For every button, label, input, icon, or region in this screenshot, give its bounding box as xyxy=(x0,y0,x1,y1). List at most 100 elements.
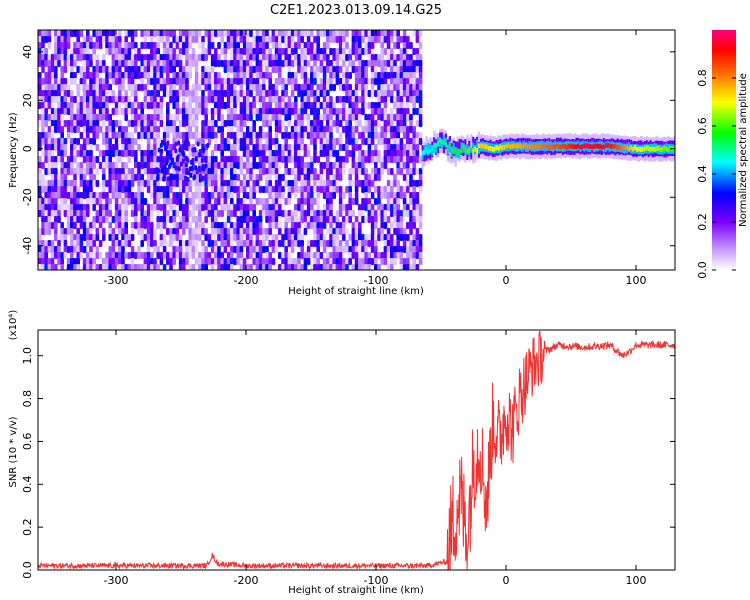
spectrogram-cell xyxy=(172,78,176,85)
spectrogram-cell xyxy=(242,240,247,247)
spectrogram-cell xyxy=(92,108,96,115)
spectrogram-cell xyxy=(118,84,122,91)
spectrogram-cell xyxy=(393,174,397,181)
spectrogram-cell xyxy=(354,78,359,85)
spectrogram-cell xyxy=(137,120,141,127)
spectrogram-cell xyxy=(322,54,327,61)
spectrogram-cell xyxy=(406,114,410,121)
spectrogram-cell xyxy=(50,264,55,270)
spectrogram-cell xyxy=(383,78,388,85)
spectrogram-cell xyxy=(396,144,400,151)
spectrogram-cell xyxy=(172,54,176,61)
spectrogram-cell xyxy=(249,42,253,49)
spectrogram-cell xyxy=(182,96,186,103)
spectrogram-cell xyxy=(86,180,90,187)
spectrogram-cell xyxy=(150,54,154,61)
spectrogram-cell xyxy=(188,240,192,247)
spectrogram-cell xyxy=(137,144,141,151)
spectrogram-cell xyxy=(297,84,301,91)
spectrogram-cell xyxy=(174,141,178,147)
spectrogram-cell xyxy=(252,192,256,199)
spectrogram-cell xyxy=(121,204,125,211)
spectrogram-cell xyxy=(230,210,234,217)
signal-track-cell xyxy=(599,144,602,149)
spectrogram-cell xyxy=(418,216,423,223)
spectrogram-cell xyxy=(217,198,221,205)
spectrogram-cell xyxy=(246,138,250,145)
spectrogram-cell xyxy=(230,66,234,73)
spectrogram-cell xyxy=(111,228,116,235)
spectrogram-cell xyxy=(191,84,196,91)
spectrogram-cell xyxy=(166,72,170,79)
spectrogram-cell xyxy=(370,138,375,145)
spectrogram-cell xyxy=(246,72,250,79)
spectrogram-cell xyxy=(265,198,269,205)
spectrogram-cell xyxy=(217,30,221,37)
spectrogram-cell xyxy=(396,252,400,259)
spectrogram-cell xyxy=(118,36,122,43)
spectrogram-cell xyxy=(358,240,362,247)
spectrogram-cell xyxy=(124,240,128,247)
spectrogram-cell xyxy=(236,54,240,61)
spectrogram-cell xyxy=(150,234,154,241)
spectrogram-cell xyxy=(271,246,276,253)
spectrogram-cell xyxy=(146,204,151,211)
spectrogram-cell xyxy=(284,78,288,85)
spectrogram-cell xyxy=(172,36,176,43)
spectrogram-cell xyxy=(207,108,212,115)
spectrogram-cell xyxy=(44,150,48,157)
spectrogram-cell xyxy=(255,144,260,151)
spectrogram-cell xyxy=(310,156,314,163)
spectrogram-cell xyxy=(262,36,266,43)
spectrogram-cell xyxy=(383,204,388,211)
signal-track-cell xyxy=(429,148,432,154)
spectrogram-cell xyxy=(278,186,282,193)
spectrogram-cell xyxy=(41,222,45,229)
spectrogram-cell xyxy=(329,96,333,103)
spectrogram-cell xyxy=(271,66,276,73)
spectrogram-cell xyxy=(351,36,356,43)
spectrogram-cell xyxy=(402,90,407,97)
spectrogram-cell xyxy=(386,198,391,205)
spectrogram-cell xyxy=(92,234,96,241)
spectrogram-cell xyxy=(166,258,170,265)
spectrogram-cell xyxy=(396,180,400,187)
spectrogram-cell xyxy=(380,234,384,241)
spectrogram-cell xyxy=(140,162,144,169)
signal-track-cell xyxy=(528,144,531,149)
spectrogram-cell xyxy=(194,180,199,187)
spectrogram-cell xyxy=(402,54,407,61)
spectrogram-cell xyxy=(70,168,74,175)
spectrogram-cell xyxy=(210,132,215,139)
spectrogram-cell xyxy=(415,144,420,151)
spectrogram-cell xyxy=(54,234,58,241)
spectrogram-cell xyxy=(329,60,333,67)
spectrogram-cell xyxy=(236,42,240,49)
spectrogram-cell xyxy=(204,198,208,205)
spectrogram-cell xyxy=(76,150,80,157)
spectrogram-cell xyxy=(239,210,244,217)
spectrogram-cell xyxy=(406,126,410,133)
spectrogram-cell xyxy=(322,192,327,199)
spectrogram-cell xyxy=(415,84,420,91)
spectrogram-cell xyxy=(262,162,266,169)
spectrogram-cell xyxy=(50,198,55,205)
spectrogram-cell xyxy=(175,234,180,241)
spectrogram-cell xyxy=(38,228,42,235)
spectrogram-cell xyxy=(185,258,189,265)
spectrogram-cell xyxy=(63,138,68,145)
spectrogram-cell xyxy=(374,72,378,79)
spectrogram-cell xyxy=(201,120,205,127)
spectrogram-cell xyxy=(150,204,154,211)
spectrogram-cell xyxy=(390,186,394,193)
spectrogram-cell xyxy=(255,240,260,247)
spectrogram-cell xyxy=(351,96,356,103)
spectrogram-cell xyxy=(198,132,202,139)
spectrogram-cell xyxy=(134,90,138,97)
spectrogram-cell xyxy=(409,126,413,133)
spectrogram-cell xyxy=(396,78,400,85)
spectrogram-cell xyxy=(348,192,352,199)
spectrogram-cell xyxy=(322,90,327,97)
spectrogram-cell xyxy=(242,144,247,151)
spectrogram-cell xyxy=(335,234,340,241)
